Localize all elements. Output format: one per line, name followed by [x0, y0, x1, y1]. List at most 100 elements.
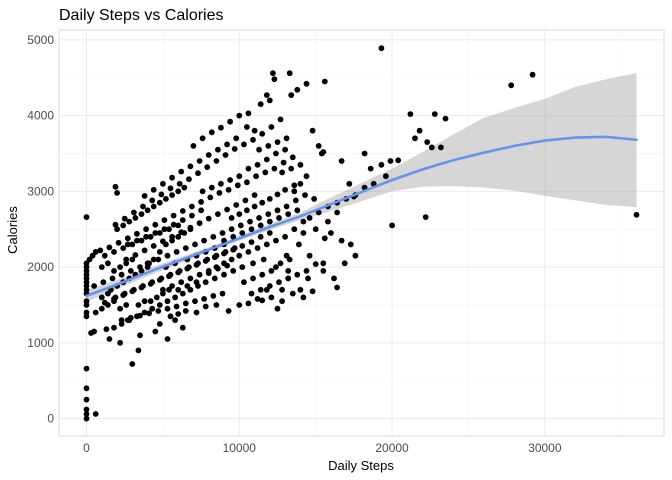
- data-point: [175, 233, 182, 240]
- data-point: [277, 116, 284, 123]
- data-point: [150, 186, 157, 193]
- data-point: [198, 207, 205, 214]
- data-point: [218, 180, 224, 187]
- data-point: [176, 180, 183, 187]
- data-point: [187, 163, 194, 170]
- data-point: [251, 192, 258, 199]
- data-point: [166, 226, 172, 233]
- data-point: [389, 222, 395, 229]
- data-point: [83, 385, 90, 392]
- data-point: [289, 290, 296, 297]
- data-point: [186, 176, 192, 183]
- data-point: [239, 230, 246, 236]
- data-point: [83, 365, 90, 372]
- data-point: [181, 230, 188, 236]
- data-point: [91, 328, 97, 335]
- data-point: [239, 264, 246, 270]
- data-point: [109, 275, 116, 282]
- data-point: [338, 237, 345, 244]
- data-point: [294, 207, 301, 214]
- data-point: [254, 161, 261, 168]
- data-point: [179, 324, 186, 331]
- data-point: [111, 324, 117, 331]
- data-point: [268, 294, 275, 301]
- data-point: [83, 415, 90, 422]
- data-point: [117, 339, 123, 346]
- data-point: [239, 243, 246, 249]
- data-point: [83, 298, 90, 305]
- data-point: [163, 196, 169, 202]
- data-point: [254, 296, 261, 302]
- data-point: [268, 268, 275, 274]
- data-point: [186, 264, 192, 270]
- data-point: [242, 197, 249, 204]
- data-point: [204, 256, 211, 263]
- data-point: [143, 226, 150, 233]
- y-tick-label: 4000: [27, 109, 54, 123]
- data-point: [259, 199, 266, 206]
- data-point: [277, 260, 284, 267]
- data-point: [233, 202, 240, 208]
- data-point: [205, 270, 212, 276]
- data-point: [224, 206, 231, 213]
- data-point: [237, 222, 244, 229]
- data-point: [244, 179, 250, 186]
- data-point: [236, 302, 243, 308]
- data-point: [283, 135, 290, 142]
- data-point: [321, 78, 328, 85]
- data-point: [334, 209, 340, 216]
- data-point: [291, 226, 298, 233]
- data-point: [248, 290, 255, 297]
- data-point: [161, 217, 168, 224]
- data-point: [150, 243, 157, 249]
- data-point: [265, 143, 272, 149]
- data-point: [189, 212, 195, 219]
- data-point: [193, 309, 200, 316]
- data-point: [202, 279, 209, 286]
- data-point: [303, 173, 310, 180]
- data-point: [156, 302, 163, 308]
- data-point: [192, 241, 198, 248]
- data-point: [114, 190, 120, 196]
- data-point: [101, 252, 108, 259]
- data-point: [288, 165, 295, 172]
- data-point: [270, 70, 276, 77]
- data-point: [156, 249, 163, 255]
- data-point: [112, 221, 119, 228]
- data-point: [150, 203, 157, 210]
- data-point: [164, 252, 171, 259]
- data-point: [175, 311, 182, 317]
- data-point: [189, 203, 195, 210]
- data-point: [306, 215, 313, 221]
- data-point: [236, 211, 243, 218]
- data-point: [175, 222, 182, 229]
- data-point: [292, 197, 299, 204]
- data-point: [227, 118, 234, 125]
- data-point: [153, 294, 160, 301]
- data-point: [111, 268, 117, 274]
- chart-title: Daily Steps vs Calories: [59, 7, 224, 24]
- data-point: [150, 256, 157, 263]
- data-point: [259, 271, 266, 278]
- data-point: [111, 298, 117, 305]
- data-point: [121, 290, 128, 297]
- data-point: [266, 283, 273, 289]
- data-point: [179, 290, 186, 297]
- data-point: [187, 275, 194, 282]
- data-point: [204, 164, 211, 171]
- data-point: [208, 129, 215, 136]
- data-point: [271, 76, 278, 83]
- data-point: [117, 264, 123, 270]
- data-point: [254, 245, 261, 252]
- data-point: [442, 115, 449, 122]
- data-point: [138, 268, 145, 274]
- data-point: [383, 173, 389, 180]
- data-point: [120, 245, 127, 252]
- data-point: [135, 347, 142, 354]
- data-point: [224, 141, 231, 148]
- data-point: [163, 241, 169, 248]
- data-point: [266, 230, 273, 236]
- data-point: [248, 239, 255, 246]
- data-point: [256, 215, 262, 221]
